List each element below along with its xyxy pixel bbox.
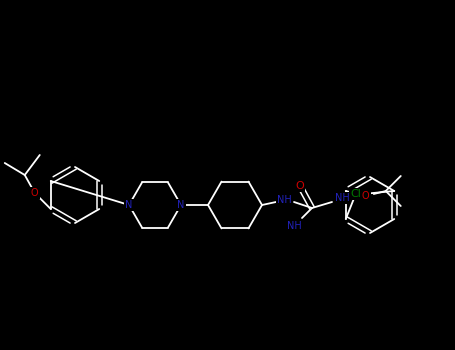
Text: N: N <box>125 200 133 210</box>
Text: O: O <box>296 181 304 191</box>
Text: NH: NH <box>334 193 349 203</box>
Text: NH: NH <box>277 195 291 205</box>
Text: O: O <box>31 188 39 198</box>
Text: N: N <box>177 200 185 210</box>
Text: Cl: Cl <box>350 189 361 199</box>
Text: O: O <box>362 191 369 201</box>
Text: NH: NH <box>287 221 301 231</box>
